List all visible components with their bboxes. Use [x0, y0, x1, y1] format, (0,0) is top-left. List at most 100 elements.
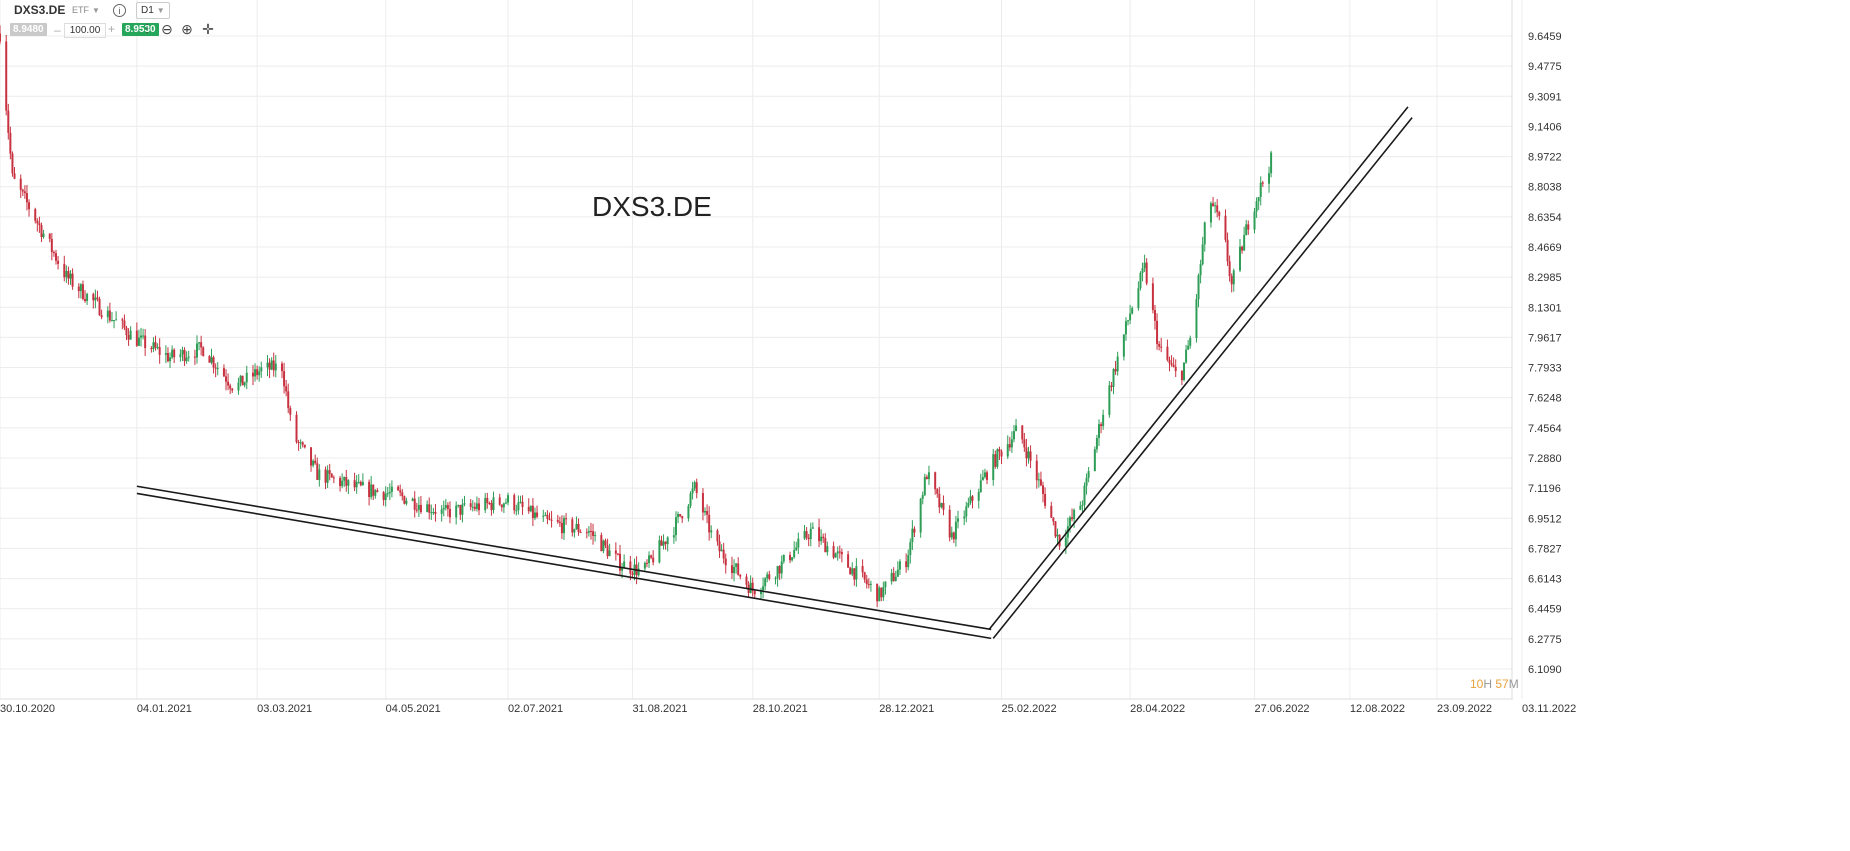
candle-body [241, 375, 244, 386]
candle-body [361, 481, 364, 486]
decrease-quantity-button[interactable]: – [54, 23, 61, 37]
candle-body [660, 540, 663, 546]
candle-body [239, 375, 242, 383]
buy-price-button[interactable]: 8.9530 [122, 23, 159, 36]
candle-body [909, 542, 912, 556]
candle-body [774, 578, 777, 580]
symbol-label[interactable]: DXS3.DE [14, 3, 66, 17]
candle-body [938, 493, 941, 508]
candle-body [498, 497, 501, 505]
trendlines[interactable] [136, 106, 1413, 640]
candle-body [536, 512, 539, 517]
candle-body [198, 342, 201, 344]
candle-body [502, 503, 505, 508]
candle-body [1097, 424, 1100, 439]
candle-body [42, 233, 45, 238]
candle-body [270, 360, 273, 370]
countdown-minutes-unit: M [1508, 677, 1519, 691]
trendline[interactable] [136, 492, 992, 640]
candle-body [519, 501, 522, 503]
candle-body [795, 547, 798, 550]
candle-body [48, 233, 51, 239]
sell-price-button[interactable]: 8.9480 [10, 23, 47, 36]
candle-body [1245, 224, 1248, 236]
candle-body [826, 546, 829, 553]
candle-body [693, 482, 696, 489]
y-tick-label: 9.4775 [1528, 61, 1562, 73]
candle-body [330, 473, 333, 478]
candle-body [592, 531, 595, 536]
candle-body [1012, 431, 1015, 440]
timeframe-select[interactable]: D1 ▼ [136, 2, 170, 19]
increase-quantity-button[interactable]: + [108, 22, 116, 36]
candle-body [571, 519, 574, 533]
candle-body [77, 286, 80, 292]
candle-body [403, 496, 406, 504]
candle-body [1044, 493, 1047, 506]
asset-type[interactable]: ETF ▼ [72, 5, 100, 15]
candle-body [724, 558, 727, 566]
candle-body [1160, 346, 1163, 348]
candle-body [332, 477, 335, 479]
candle-body [179, 354, 182, 358]
candle-body [486, 497, 489, 504]
candle-body [807, 537, 810, 540]
y-tick-label: 7.1196 [1528, 483, 1561, 495]
quantity-input[interactable]: 100.00 [64, 23, 106, 38]
candle-body [1228, 261, 1231, 277]
candle-body [428, 504, 431, 513]
trendline[interactable] [992, 117, 1413, 639]
candle-body [986, 472, 989, 481]
candle-body [565, 518, 568, 520]
candle-body [123, 320, 126, 328]
candle-body [838, 551, 841, 553]
candle-body [604, 540, 607, 546]
candle-body [254, 369, 257, 377]
candle-body [1114, 369, 1117, 372]
candle-body [1095, 438, 1098, 450]
candle-body [1189, 337, 1192, 346]
trendline[interactable] [988, 106, 1409, 630]
candle-body [764, 578, 767, 587]
candle-body [643, 562, 646, 569]
y-tick-label: 7.6248 [1528, 393, 1562, 405]
candle-body [573, 529, 576, 533]
candle-body [1185, 349, 1188, 363]
zoom-out-icon[interactable]: ⊖ [161, 20, 173, 37]
candle-body [154, 342, 157, 348]
crosshair-icon[interactable]: ✛ [202, 20, 214, 37]
candle-body [127, 335, 130, 340]
candle-body [585, 532, 588, 534]
candle-body [382, 491, 385, 501]
time-axis[interactable]: 30.10.2020 04.01.2021 03.03.2021 04.05.2021… [0, 703, 1576, 715]
candle-body [446, 505, 449, 509]
y-tick-label: 8.9722 [1528, 152, 1562, 164]
chevron-down-icon: ▼ [156, 6, 165, 15]
candle-body [1226, 239, 1229, 262]
candle-body [548, 518, 551, 520]
candle-body [415, 509, 418, 511]
candle-body [1232, 270, 1235, 285]
zoom-in-icon[interactable]: ⊕ [181, 20, 193, 37]
candle-body [616, 553, 619, 555]
candle-body [730, 565, 733, 574]
candle-body [527, 506, 530, 512]
candle-body [521, 501, 524, 507]
trendline[interactable] [136, 485, 992, 631]
candle-body [739, 574, 742, 577]
candle-body [135, 330, 138, 346]
candle-body [370, 484, 373, 498]
candle-body [183, 349, 186, 362]
indicators-icon[interactable]: ⫶ [145, 20, 149, 37]
candle-body [704, 511, 707, 513]
info-icon[interactable]: i [113, 4, 126, 17]
candle-body [34, 209, 37, 221]
candle-body [1087, 471, 1090, 478]
price-axis[interactable]: 9.6459 9.4775 9.3091 9.1406 8.9722 8.8038 8.63… [1528, 31, 1562, 676]
candle-body [1037, 479, 1040, 481]
candle-body [1023, 439, 1026, 448]
candle-body [919, 498, 922, 533]
candle-body [229, 385, 232, 389]
candle-body [283, 371, 286, 387]
